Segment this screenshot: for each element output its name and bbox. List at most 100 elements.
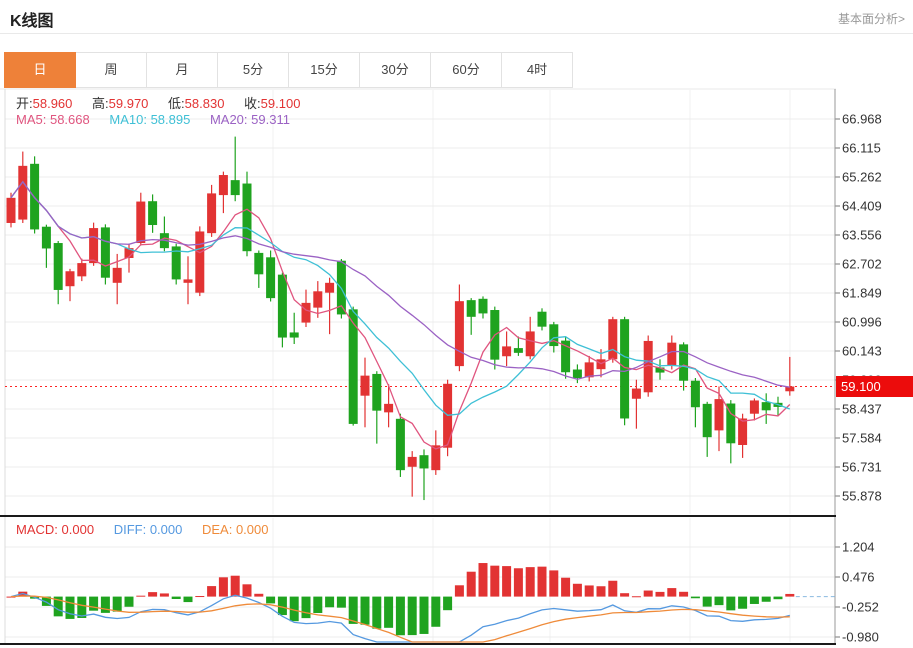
candle <box>525 331 535 357</box>
candle <box>584 362 594 378</box>
ma10-line <box>10 180 791 416</box>
candle <box>431 445 441 471</box>
macd-bar <box>655 591 665 597</box>
candle <box>195 231 205 293</box>
dea-label: DEA: <box>201 522 233 537</box>
candle <box>419 455 429 469</box>
candle <box>136 201 146 244</box>
high-label: 高: <box>92 96 109 111</box>
candle <box>702 403 712 438</box>
y-axis-label: 55.878 <box>842 489 882 504</box>
macd-bar <box>478 563 488 597</box>
macd-bar <box>443 596 453 611</box>
candle <box>254 252 264 275</box>
candle <box>230 180 240 196</box>
low-label: 低: <box>168 96 185 111</box>
candle <box>690 380 700 408</box>
candle <box>289 332 299 338</box>
ma20-line <box>10 180 790 388</box>
macd-bar <box>384 596 394 628</box>
ma10-label: MA10: <box>109 112 147 127</box>
close-label: 收: <box>244 96 261 111</box>
candle <box>18 165 28 220</box>
kline-chart[interactable]: 66.968 66.115 65.262 64.409 63.556 62.702 61.8… <box>0 88 913 648</box>
tab-15min[interactable]: 15分 <box>288 52 360 88</box>
macd-bar <box>6 596 16 598</box>
macd-bar <box>242 584 252 597</box>
macd-bar <box>183 596 193 603</box>
tab-month[interactable]: 月 <box>146 52 218 88</box>
macd-bar <box>596 586 606 597</box>
candle <box>65 271 75 287</box>
candle <box>620 319 630 419</box>
ma5-label: MA5: <box>16 112 47 127</box>
macd-value: 0.000 <box>61 522 95 537</box>
macd-bar <box>254 593 264 597</box>
candle <box>348 309 358 424</box>
ohlc-info: 开:58.960 高:59.970 低:58.830 收:59.100 <box>16 93 316 112</box>
y-axis-label: 60.143 <box>842 344 882 359</box>
macd-axis-label: -0.980 <box>842 630 879 645</box>
macd-bar <box>301 596 311 619</box>
candle <box>572 369 582 379</box>
candle <box>112 267 122 283</box>
macd-bar <box>631 596 641 598</box>
tab-day[interactable]: 日 <box>4 52 76 88</box>
macd-bar <box>89 596 99 611</box>
ma5-value: 58.668 <box>49 112 90 127</box>
macd-bar <box>679 591 689 597</box>
fundamental-analysis-link[interactable]: 基本面分析> <box>837 12 905 26</box>
macd-bar <box>195 596 205 598</box>
candle <box>384 403 394 413</box>
y-axis-label: 63.556 <box>842 228 882 243</box>
candle <box>749 400 759 414</box>
macd-bar <box>124 596 134 607</box>
macd-bar <box>738 596 748 609</box>
candle <box>301 302 311 323</box>
candle <box>537 311 547 327</box>
candle <box>6 197 16 223</box>
candle <box>714 399 724 431</box>
tab-week[interactable]: 周 <box>75 52 147 88</box>
macd-bar <box>277 596 287 616</box>
macd-bar <box>419 596 429 634</box>
macd-bar <box>667 588 677 597</box>
macd-bar <box>218 577 228 597</box>
y-axis-label: 58.437 <box>842 402 882 417</box>
tab-30min[interactable]: 30分 <box>359 52 431 88</box>
header-divider <box>0 33 913 34</box>
y-axis-label: 62.702 <box>842 257 882 272</box>
current-price-tag: 59.100 <box>836 376 913 397</box>
macd-bar <box>41 596 51 606</box>
macd-axis-label: 1.204 <box>842 540 875 555</box>
macd-bar <box>561 577 571 597</box>
ma20-value: 59.311 <box>251 112 290 127</box>
candle <box>726 403 736 444</box>
candle <box>631 388 641 399</box>
macd-bar <box>65 596 75 619</box>
macd-bar <box>454 585 464 597</box>
y-axis-label: 60.996 <box>842 315 882 330</box>
candle <box>360 375 370 396</box>
candle <box>407 456 417 467</box>
tab-4hour[interactable]: 4时 <box>501 52 573 88</box>
candle <box>100 227 110 278</box>
tab-5min[interactable]: 5分 <box>217 52 289 88</box>
macd-bar <box>572 583 582 597</box>
macd-bar <box>785 593 795 597</box>
macd-bar <box>77 596 87 618</box>
high-value: 59.970 <box>108 96 149 111</box>
candle <box>41 226 51 249</box>
macd-info: MACD: 0.000 DIFF: 0.000 DEA: 0.000 <box>16 522 285 537</box>
macd-bar <box>749 596 759 604</box>
macd-bar <box>207 586 217 597</box>
candle <box>183 279 193 283</box>
macd-bar <box>549 570 559 597</box>
candle <box>549 324 559 347</box>
ma20-label: MA20: <box>209 112 248 127</box>
macd-bar <box>537 566 547 597</box>
macd-bar <box>112 596 122 612</box>
tab-60min[interactable]: 60分 <box>430 52 502 88</box>
candle <box>242 183 252 252</box>
macd-axis-label: 0.476 <box>842 570 875 585</box>
